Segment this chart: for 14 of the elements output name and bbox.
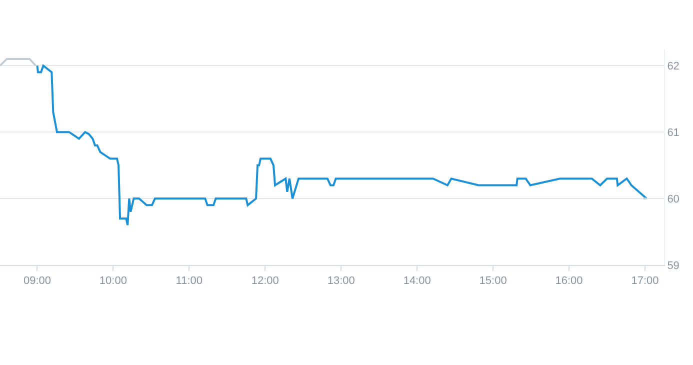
y-tick-label: 59: [667, 260, 680, 272]
x-tick-label: 10:00: [99, 275, 127, 288]
x-tick-label: 17:00: [631, 275, 659, 288]
x-tick-label: 11:00: [176, 275, 203, 288]
y-tick-label: 62: [667, 60, 680, 72]
x-tick-label: 14:00: [403, 275, 431, 288]
x-tick-label: 13:00: [327, 275, 355, 288]
line-series: [36, 64, 648, 226]
x-tick-label: 15:00: [479, 275, 507, 288]
x-tick-label: 12:00: [251, 275, 279, 288]
x-tick-label: 16:00: [555, 275, 583, 288]
y-tick-label: 61: [667, 126, 680, 139]
x-tick-label: 09:00: [23, 275, 51, 288]
y-tick-label: 60: [667, 193, 680, 206]
